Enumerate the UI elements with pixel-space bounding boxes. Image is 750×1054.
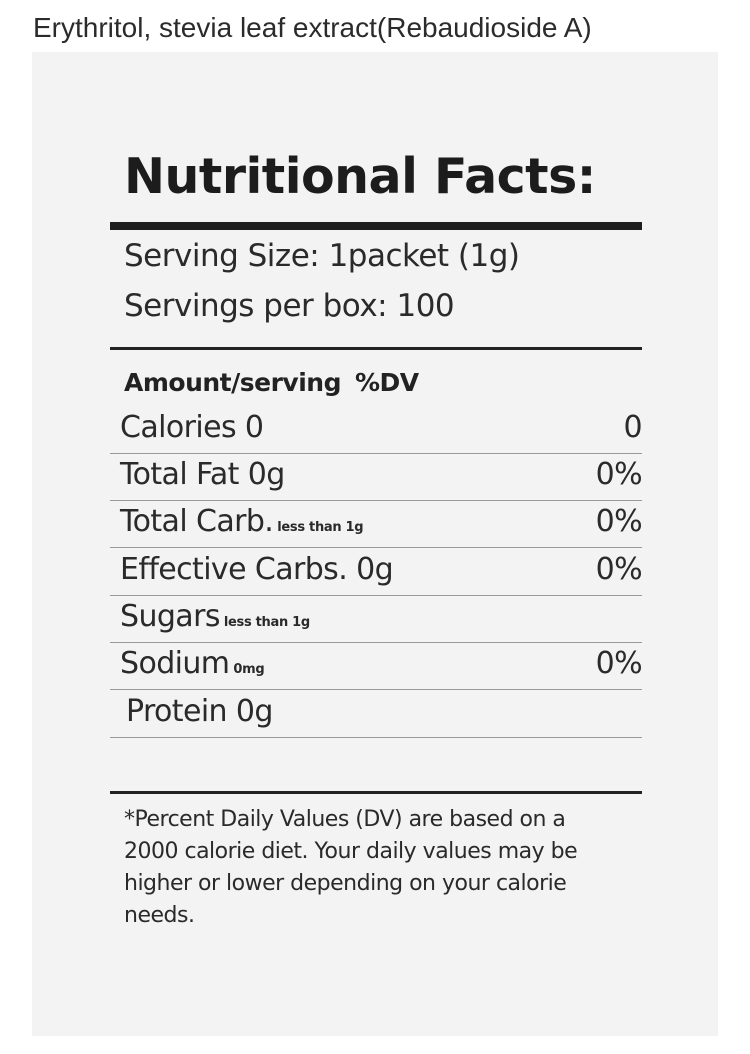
servings-per-box: Servings per box: 100 [124, 288, 455, 324]
row-divider [110, 737, 642, 738]
nutrition-label: Nutritional Facts: Serving Size: 1packet… [110, 52, 643, 1036]
row-effective-carbs-label: Effective Carbs. 0g [120, 552, 394, 587]
ingredients-caption: Erythritol, stevia leaf extract(Rebaudio… [33, 12, 592, 43]
serving-divider [110, 347, 642, 350]
footnote-divider [110, 791, 642, 794]
row-name: Effective Carbs. 0g [120, 552, 394, 587]
footnote: *Percent Daily Values (DV) are based on … [124, 807, 578, 928]
row-divider [110, 500, 642, 501]
row-divider [110, 642, 642, 643]
row-sodium-label: Sodium 0mg [120, 646, 265, 681]
row-protein-label: Protein 0g [126, 694, 273, 729]
row-note: 0mg [233, 662, 265, 677]
row-divider [110, 689, 642, 690]
row-name: Sodium [120, 646, 230, 681]
row-name: Sugars [120, 599, 220, 634]
row-total-carb-label: Total Carb. less than 1g [120, 504, 364, 539]
row-sodium-dv: 0% [595, 646, 643, 681]
row-name: Total Carb. [120, 504, 274, 539]
row-note: less than 1g [223, 615, 310, 630]
row-divider [110, 453, 642, 454]
nutrition-label-image: Nutritional Facts: Serving Size: 1packet… [32, 52, 718, 1036]
row-calories-label: Calories 0 [120, 410, 264, 445]
row-sugars-label: Sugars less than 1g [120, 599, 310, 634]
amount-per-serving-label: Amount/serving [124, 368, 341, 397]
dv-header: %DV [354, 368, 419, 397]
serving-size: Serving Size: 1packet (1g) [124, 238, 520, 274]
row-name: Protein 0g [126, 694, 273, 729]
row-name: Calories 0 [120, 410, 264, 445]
row-total-carb-dv: 0% [595, 504, 643, 539]
amount-header: Amount/serving %DV [124, 368, 419, 397]
row-effective-carbs-dv: 0% [595, 552, 643, 587]
row-total-fat-label: Total Fat 0g [120, 457, 285, 492]
row-total-fat-dv: 0% [595, 457, 643, 492]
row-divider [110, 547, 642, 548]
row-divider [110, 595, 642, 596]
row-calories-dv: 0 [623, 410, 643, 445]
row-note: less than 1g [277, 520, 364, 535]
row-name: Total Fat 0g [120, 457, 285, 492]
label-title: Nutritional Facts: [124, 148, 596, 205]
title-divider [110, 222, 642, 230]
